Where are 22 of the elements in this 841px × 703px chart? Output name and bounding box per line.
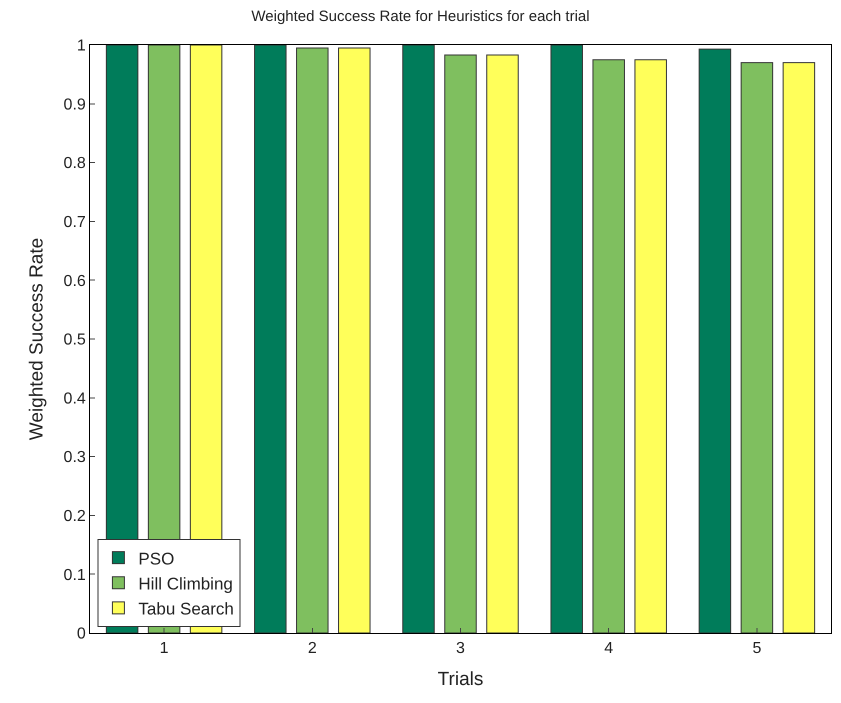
- x-tick-label: 1: [160, 640, 169, 658]
- legend-label: Hill Climbing: [138, 574, 233, 594]
- y-axis-title: Weighted Success Rate: [26, 238, 48, 440]
- x-tick-label: 3: [456, 640, 466, 658]
- y-tick-label: 0.2: [64, 508, 86, 525]
- y-tick-label: 0.8: [64, 155, 86, 172]
- x-tick-label: 4: [604, 640, 614, 658]
- y-tick-label: 0.6: [64, 272, 86, 290]
- legend-label: PSO: [138, 549, 174, 568]
- chart-title: Weighted Success Rate for Heuristics for each trial: [251, 8, 590, 26]
- y-tick-label: 0.7: [64, 214, 86, 231]
- y-tick-label: 1: [76, 38, 86, 55]
- y-tick-label: 0.3: [64, 449, 86, 466]
- y-tick-label: 0.5: [64, 332, 86, 349]
- y-tick-label: 0: [76, 626, 86, 643]
- legend-label: Tabu Search: [138, 600, 234, 618]
- y-tick-label: 0.1: [64, 566, 86, 584]
- x-tick-label: 2: [308, 640, 317, 658]
- y-tick-label: 0.4: [64, 390, 86, 408]
- x-axis-title: Trials: [438, 669, 484, 690]
- x-tick-label: 5: [752, 640, 762, 658]
- y-tick-label: 0.9: [64, 96, 86, 114]
